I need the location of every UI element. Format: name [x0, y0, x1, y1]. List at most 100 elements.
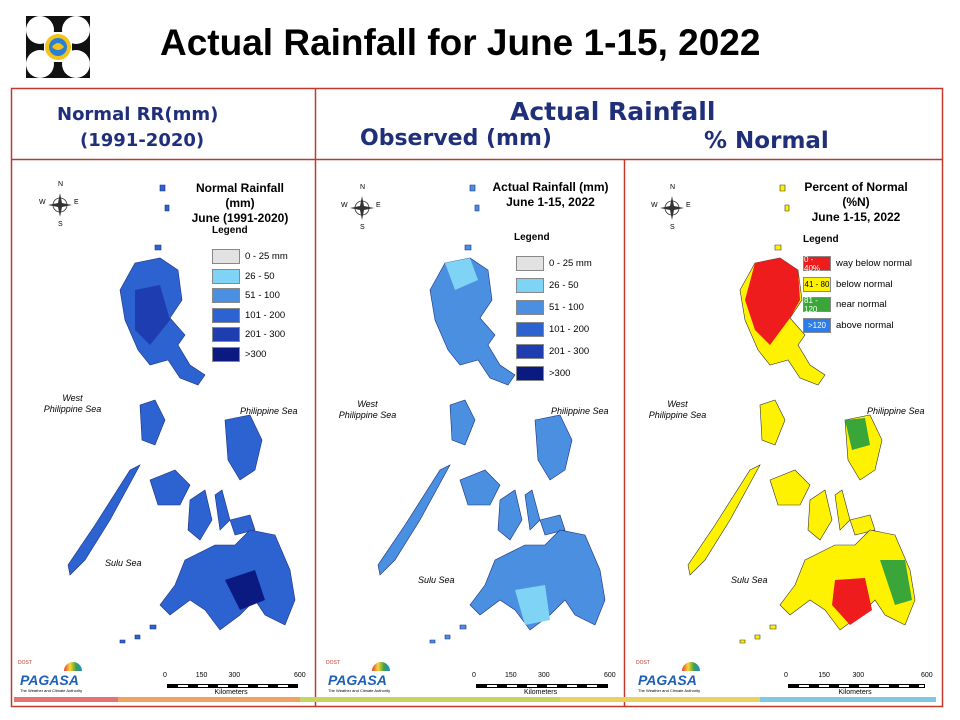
- umbrella-icon: [372, 662, 390, 671]
- scale-unit-label: Kilometers: [838, 689, 872, 696]
- legend-item: 51 - 100: [516, 299, 584, 316]
- legend-item: 0 - 25 mm: [516, 255, 592, 272]
- scale-tick-label: 0: [163, 672, 167, 679]
- legend-label: 101 - 200: [245, 309, 286, 321]
- scale-tick-label: 600: [604, 672, 616, 679]
- legend-item: 51 - 100: [212, 287, 280, 304]
- legend-label: 51 - 100: [549, 302, 584, 313]
- umbrella-icon: [64, 662, 82, 671]
- legend-item: 101 - 200: [212, 307, 285, 324]
- logo-dost-text: DOST: [18, 660, 32, 666]
- compass-e-label: E: [376, 202, 381, 209]
- legend-swatch: 81 - 120: [803, 296, 831, 314]
- legend-item: 26 - 50: [212, 268, 275, 285]
- scale-unit-label: Kilometers: [214, 689, 248, 696]
- legend-swatch: [516, 300, 544, 315]
- logo-pagasa-text: PAGASA: [328, 672, 387, 688]
- scale-tick-label: 300: [228, 672, 241, 679]
- logo-dost-text: DOST: [326, 660, 340, 666]
- legend-label: 26 - 50: [245, 270, 275, 282]
- legend-label: 26 - 50: [549, 280, 579, 291]
- panel2-sea-east: Philippine Sea: [551, 406, 609, 416]
- legend-item: >300: [212, 346, 266, 363]
- compass-s-label: S: [360, 224, 365, 231]
- panel2-title-line2: June 1-15, 2022: [506, 195, 595, 209]
- footer-stripe-1: [14, 697, 118, 702]
- scale-bar: [167, 684, 298, 688]
- actual-rainfall-map: [377, 184, 606, 644]
- percent-normal-header: % Normal: [704, 128, 829, 154]
- panel2-legend-title: Legend: [514, 232, 550, 243]
- legend-swatch: [516, 366, 544, 381]
- compass-e-label: E: [686, 202, 691, 209]
- legend-label: >300: [549, 368, 571, 379]
- legend-item: 26 - 50: [516, 277, 579, 294]
- compass-n-label: N: [360, 184, 366, 191]
- logo-pagasa-text: PAGASA: [20, 672, 79, 688]
- logo-tagline-text: The Weather and Climate Authority: [328, 688, 391, 693]
- scale-tick-label: 300: [852, 672, 865, 679]
- compass-rose-icon: [350, 196, 374, 220]
- footer-stripe-4: [560, 697, 760, 702]
- legend-swatch: [212, 346, 240, 362]
- legend-label: 201 - 300: [549, 346, 590, 357]
- legend-label: 51 - 100: [245, 290, 280, 301]
- observed-header: Observed (mm): [360, 126, 552, 151]
- legend-item: >300: [516, 365, 570, 382]
- pagasa-logo: DOST PAGASA The Weather and Climate Author…: [18, 660, 98, 696]
- legend-label: near normal: [836, 299, 887, 310]
- legend-item: 201 - 300: [516, 343, 589, 360]
- panel1-legend-title: Legend: [212, 225, 248, 236]
- sea-west-line2: Philippine Sea: [43, 404, 102, 414]
- pagasa-logo: DOST PAGASA The Weather and Climate Author…: [326, 660, 406, 696]
- scale-bar: [788, 684, 925, 688]
- legend-swatch: 41 - 80: [803, 276, 831, 292]
- footer-stripe-3: [300, 697, 560, 702]
- sea-west-line1: West: [667, 399, 688, 409]
- legend-swatch: [516, 322, 544, 337]
- compass-n-label: N: [670, 184, 676, 191]
- scale-tick-label: 0: [784, 672, 788, 679]
- legend-item: 0 - 40% way below normal: [803, 255, 912, 273]
- legend-label: below normal: [836, 278, 893, 290]
- compass-n-label: N: [58, 181, 64, 188]
- scale-tick-label: 0: [472, 672, 476, 679]
- compass-e-label: E: [74, 199, 79, 206]
- panel1-sea-south: Sulu Sea: [105, 558, 142, 568]
- page-title: Actual Rainfall for June 1-15, 2022: [160, 22, 761, 63]
- legend-item: 101 - 200: [516, 321, 589, 338]
- panel3-title-line2: June 1-15, 2022: [811, 210, 901, 224]
- panel1-title-line1: Normal Rainfall (mm): [195, 181, 285, 210]
- normal-header-line2: (1991-2020): [80, 130, 205, 151]
- compass-rose-icon: [660, 196, 684, 220]
- legend-item: 0 - 25 mm: [212, 248, 288, 265]
- panel1-sea-west: West Philippine Sea: [40, 393, 105, 415]
- sea-west-line1: West: [62, 393, 83, 403]
- scale-tick-label: 600: [921, 672, 933, 679]
- legend-swatch: [516, 278, 544, 293]
- scale-tick-label: 300: [538, 672, 550, 679]
- legend-item: >120 above normal: [803, 317, 894, 334]
- logo-tagline-text: The Weather and Climate Authority: [638, 688, 701, 693]
- sea-west-line1: West: [357, 399, 378, 409]
- legend-swatch: [212, 288, 240, 303]
- panel1-title-line2: June (1991-2020): [191, 211, 289, 225]
- legend-item: 201 - 300: [212, 326, 285, 343]
- legend-label: above normal: [836, 319, 894, 331]
- legend-swatch: [212, 307, 240, 323]
- legend-label: 0 - 25 mm: [245, 251, 288, 262]
- scale-tick-label: 150: [505, 672, 517, 679]
- compass-w-label: W: [651, 202, 658, 209]
- legend-label: >300: [245, 348, 267, 360]
- compass-w-label: W: [39, 199, 46, 206]
- legend-swatch: >120: [803, 317, 831, 333]
- pagasa-logo: DOST PAGASA The Weather and Climate Author…: [636, 660, 716, 696]
- panel2-sea-west: West Philippine Sea: [335, 399, 400, 421]
- percent-normal-map: [687, 184, 916, 644]
- logo-tagline-text: The Weather and Climate Authority: [20, 688, 83, 693]
- legend-item: 41 - 80 below normal: [803, 276, 893, 293]
- scale-unit-label: Kilometers: [524, 689, 558, 696]
- compass-s-label: S: [58, 221, 63, 228]
